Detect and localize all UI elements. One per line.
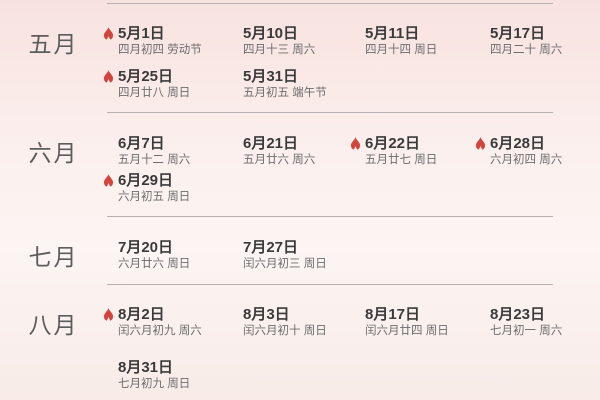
flame-icon: [350, 137, 361, 150]
calendar-entry: 5月1日 四月初四 劳动节: [103, 25, 243, 61]
entry-date: 5月11日: [365, 25, 420, 42]
month-section: 八月 8月2日 闰六月初九 周六 8月3日 闰六月初十 周日 8月17日 闰六月…: [0, 284, 600, 400]
entry-detail: 六月初四 周六: [490, 154, 563, 166]
entry-grid: 6月7日 五月十二 周六 6月21日 五月廿六 周六 6月22日 五月廿七 周日…: [103, 112, 600, 216]
entry-date: 5月31日: [243, 68, 299, 85]
entry-date: 5月17日: [490, 25, 546, 42]
entry-detail: 七月初一 周六: [490, 325, 563, 337]
calendar-entry: 7月27日 闰六月初三 周日: [243, 239, 365, 275]
calendar-entry: 8月23日 七月初一 周六: [490, 306, 600, 342]
calendar-entry: 6月22日 五月廿七 周日: [350, 135, 490, 171]
entry-date: 5月25日: [118, 68, 174, 85]
entry-date: 6月29日: [118, 172, 174, 189]
entry-date: 8月3日: [243, 306, 290, 323]
calendar-entry: 8月17日 闰六月廿四 周日: [365, 306, 490, 342]
entry-date: 7月20日: [118, 239, 174, 256]
month-label: 七月: [28, 244, 79, 270]
calendar-entry: 5月10日 四月十三 周六: [243, 25, 365, 61]
entry-grid: 8月2日 闰六月初九 周六 8月3日 闰六月初十 周日 8月17日 闰六月廿四 …: [103, 284, 600, 400]
entry-detail: 五月初五 端午节: [243, 87, 327, 99]
calendar-entry: 6月28日 六月初四 周六: [475, 135, 600, 171]
entry-detail: 六月初五 周日: [118, 191, 191, 203]
flame-icon: [475, 137, 486, 150]
entry-date: 6月21日: [243, 135, 299, 152]
entry-detail: 闰六月廿四 周日: [365, 325, 449, 337]
calendar-entry: 8月3日 闰六月初十 周日: [243, 306, 365, 342]
calendar-entry: 5月17日 四月二十 周六: [490, 25, 600, 61]
calendar-entry: 8月31日 七月初九 周日: [118, 359, 243, 395]
calendar-entry: 5月31日 五月初五 端午节: [243, 68, 365, 104]
entry-detail: 六月廿六 周日: [118, 258, 191, 270]
entry-detail: 闰六月初九 周六: [118, 325, 202, 337]
month-section: 七月 7月20日 六月廿六 周日 7月27日 闰六月初三 周日: [0, 216, 600, 284]
entry-detail: 七月初九 周日: [118, 378, 191, 390]
entry-date: 8月2日: [118, 306, 165, 323]
calendar-entry: 8月2日 闰六月初九 周六: [103, 306, 243, 342]
entry-detail: 四月二十 周六: [490, 44, 563, 56]
month-label: 八月: [28, 312, 79, 338]
month-section: 五月 5月1日 四月初四 劳动节 5月10日 四月十三 周六 5月11日 四月十…: [0, 3, 600, 112]
calendar-entry: 5月25日 四月廿八 周日: [103, 68, 243, 104]
flame-icon: [103, 174, 114, 187]
calendar-entry: 6月21日 五月廿六 周六: [243, 135, 365, 171]
entry-date: 7月27日: [243, 239, 299, 256]
entry-date: 6月22日: [365, 135, 421, 152]
entry-date: 8月31日: [118, 359, 174, 376]
entry-detail: 五月廿七 周日: [365, 154, 438, 166]
flame-icon: [103, 27, 114, 40]
calendar-entry: 7月20日 六月廿六 周日: [118, 239, 243, 275]
calendar-entry: 6月7日 五月十二 周六: [118, 135, 243, 171]
entry-grid: 5月1日 四月初四 劳动节 5月10日 四月十三 周六 5月11日 四月十四 周…: [103, 3, 600, 112]
entry-date: 5月10日: [243, 25, 299, 42]
flame-icon: [103, 308, 114, 321]
calendar-entry: 5月11日 四月十四 周日: [365, 25, 490, 61]
calendar-entry: 6月29日 六月初五 周日: [103, 172, 243, 208]
month-section: 六月 6月7日 五月十二 周六 6月21日 五月廿六 周六 6月22日 五月廿七…: [0, 112, 600, 216]
entry-date: 6月7日: [118, 135, 165, 152]
flame-icon: [103, 70, 114, 83]
entry-detail: 四月初四 劳动节: [118, 44, 202, 56]
entry-detail: 闰六月初十 周日: [243, 325, 327, 337]
entry-date: 8月23日: [490, 306, 546, 323]
entry-detail: 闰六月初三 周日: [243, 258, 327, 270]
month-label: 五月: [28, 31, 79, 57]
entry-detail: 四月十四 周日: [365, 44, 438, 56]
entry-date: 5月1日: [118, 25, 165, 42]
month-label: 六月: [28, 140, 79, 166]
entry-date: 6月28日: [490, 135, 546, 152]
entry-detail: 五月廿六 周六: [243, 154, 316, 166]
entry-detail: 五月十二 周六: [118, 154, 191, 166]
entry-detail: 四月廿八 周日: [118, 87, 191, 99]
entry-detail: 四月十三 周六: [243, 44, 316, 56]
entry-grid: 7月20日 六月廿六 周日 7月27日 闰六月初三 周日: [107, 216, 600, 284]
entry-date: 8月17日: [365, 306, 421, 323]
